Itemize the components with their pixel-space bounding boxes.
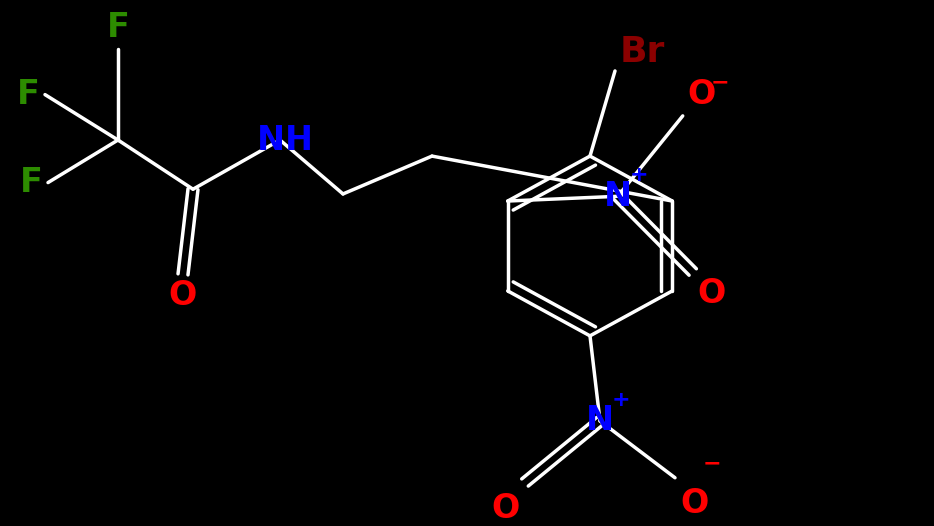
Text: O: O <box>491 492 520 525</box>
Text: Br: Br <box>620 35 665 69</box>
Text: −: − <box>711 72 729 92</box>
Text: F: F <box>17 78 40 111</box>
Text: O: O <box>169 279 197 312</box>
Text: N: N <box>603 180 631 213</box>
Text: F: F <box>21 166 43 199</box>
Text: N: N <box>257 124 285 157</box>
Text: O: O <box>680 487 708 520</box>
Text: O: O <box>687 78 716 111</box>
Text: O: O <box>698 277 726 310</box>
Text: N: N <box>586 404 614 438</box>
Text: +: + <box>612 390 630 410</box>
Text: F: F <box>106 12 130 45</box>
Text: H: H <box>285 124 313 157</box>
Text: +: + <box>630 165 648 185</box>
Text: −: − <box>703 453 722 473</box>
